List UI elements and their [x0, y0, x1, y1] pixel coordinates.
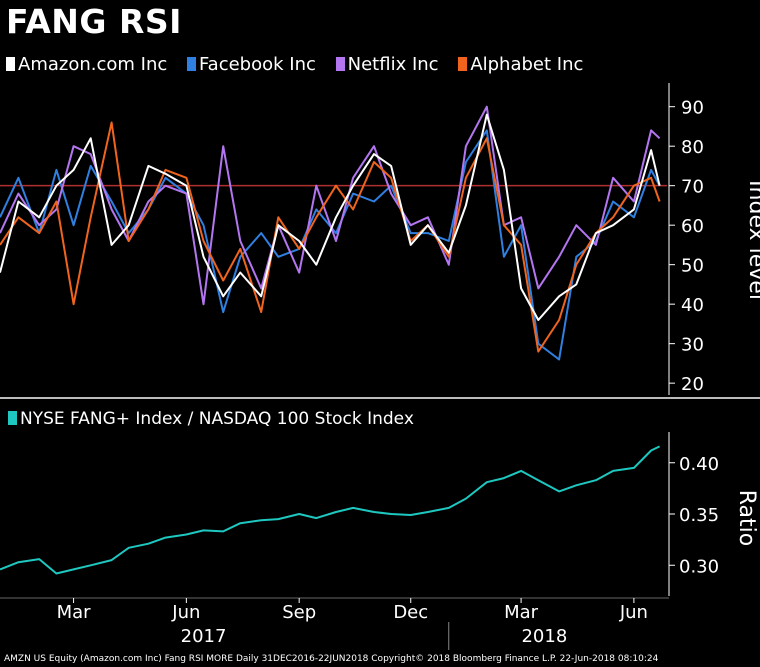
- chart-title: FANG RSI: [6, 2, 182, 41]
- upper-y-tick-label: 70: [681, 177, 704, 198]
- legend-facebook-label: Facebook Inc: [198, 54, 316, 75]
- legend-amazon-swatch: [6, 57, 15, 71]
- legend-amazon: Amazon.com Inc: [6, 54, 167, 75]
- upper-y-tick-label: 50: [681, 256, 704, 277]
- legend-netflix: Netflix Inc: [335, 54, 439, 75]
- lower-y-axis-title: Ratio: [734, 490, 759, 546]
- legend-facebook: Facebook Inc: [186, 54, 316, 75]
- x-month-label: Jun: [171, 602, 200, 623]
- legend-netflix-swatch: [335, 57, 345, 71]
- x-month-label: Mar: [504, 602, 539, 623]
- legend-netflix-label: Netflix Inc: [347, 54, 439, 75]
- netflix-rsi-line: [0, 105, 661, 306]
- lower-y-tick-label: 0.30: [679, 556, 719, 577]
- legend-alphabet-swatch: [458, 57, 468, 71]
- upper-y-tick-label: 90: [681, 98, 704, 119]
- fang-nasdaq-ratio-line: [0, 445, 661, 575]
- upper-y-tick-label: 40: [681, 295, 704, 316]
- x-year-label: 2018: [521, 626, 567, 647]
- x-month-label: Mar: [57, 602, 92, 623]
- lower-y-tick-label: 0.40: [679, 454, 719, 475]
- legend-facebook-swatch: [186, 57, 196, 71]
- upper-y-tick-label: 20: [681, 374, 704, 395]
- upper-y-tick-label: 30: [681, 335, 704, 356]
- amazon-rsi-line: [0, 113, 661, 321]
- legend-alphabet: Alphabet Inc: [458, 54, 583, 75]
- legend-amazon-label: Amazon.com Inc: [18, 54, 168, 75]
- footer-copyright: AMZN US Equity (Amazon.com Inc) Fang RSI…: [4, 654, 659, 664]
- upper-y-axis-title: Index level: [744, 180, 760, 300]
- alphabet-rsi-line: [0, 121, 661, 353]
- lower-y-tick-label: 0.35: [679, 505, 719, 526]
- upper-y-tick-label: 60: [681, 216, 704, 237]
- upper-legend: Amazon.com Inc Facebook Inc Netflix Inc …: [6, 54, 597, 75]
- x-month-label: Jun: [619, 602, 648, 623]
- lower-legend: NYSE FANG+ Index / NASDAQ 100 Stock Inde…: [8, 409, 414, 429]
- x-month-label: Sep: [282, 602, 316, 623]
- legend-ratio-label: NYSE FANG+ Index / NASDAQ 100 Stock Inde…: [20, 409, 414, 429]
- upper-y-tick-label: 80: [681, 137, 704, 158]
- legend-alphabet-label: Alphabet Inc: [470, 54, 584, 75]
- facebook-rsi-line: [0, 129, 661, 361]
- x-year-label: 2017: [181, 626, 227, 647]
- legend-ratio-swatch: [8, 411, 17, 425]
- x-month-label: Dec: [393, 602, 428, 623]
